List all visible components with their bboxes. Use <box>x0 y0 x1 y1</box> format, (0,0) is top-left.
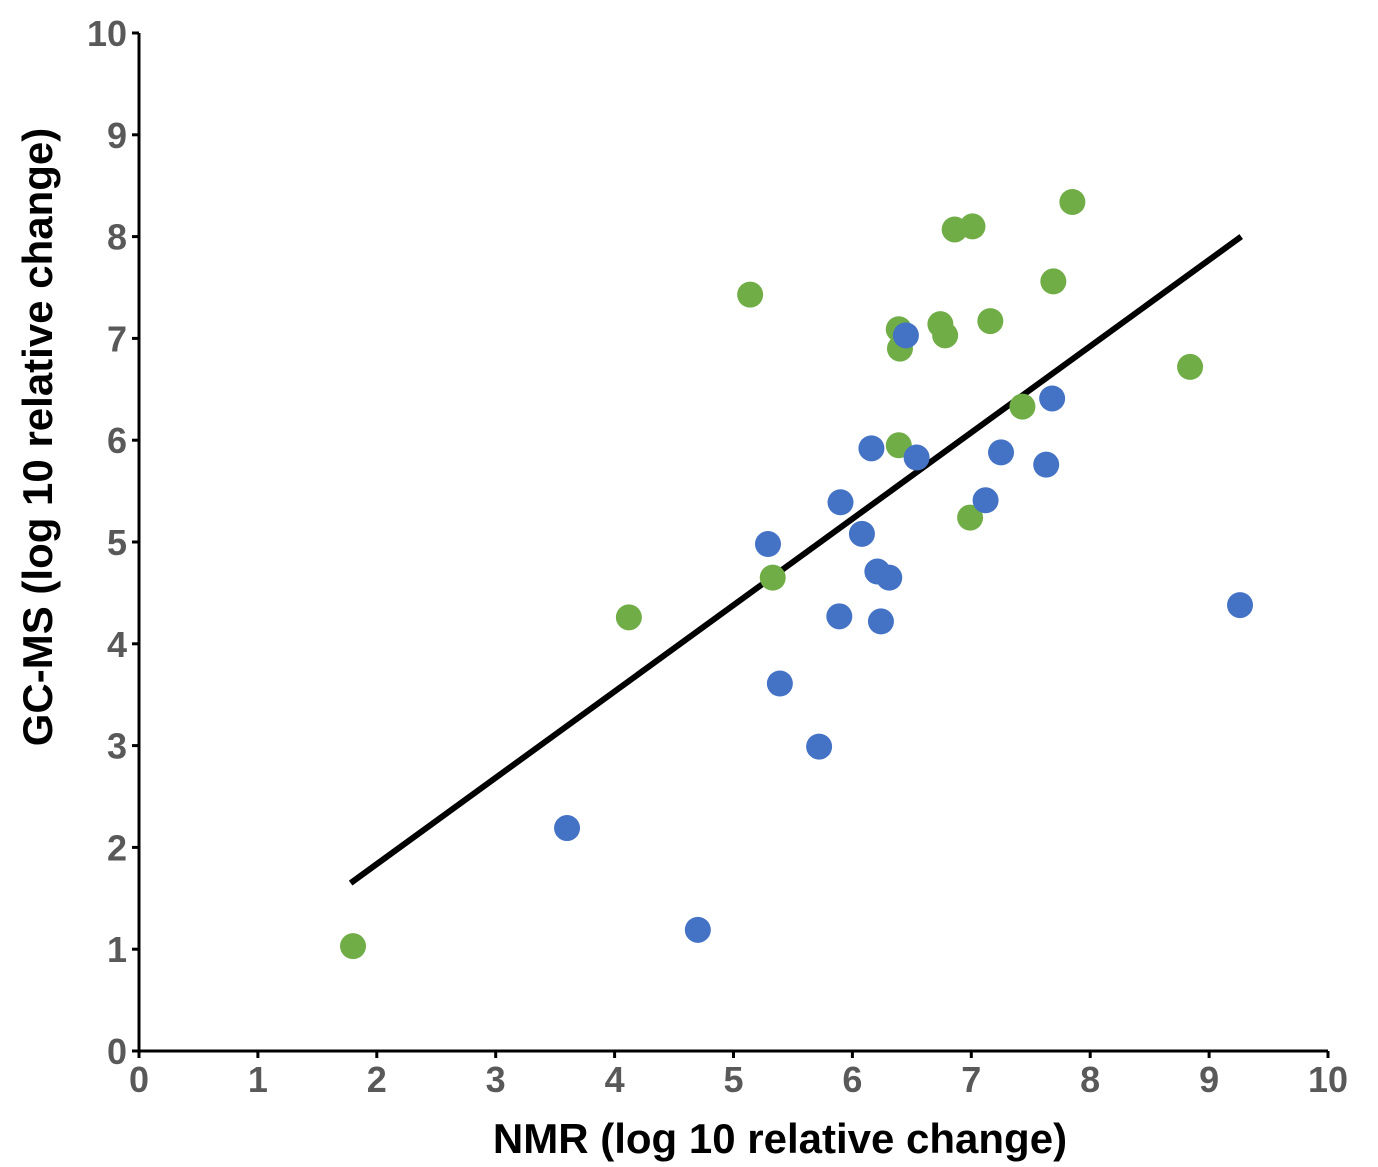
data-point <box>848 520 875 547</box>
data-point <box>903 444 930 471</box>
data-point <box>932 322 959 349</box>
x-tick-label: 0 <box>129 1059 149 1100</box>
data-point <box>867 608 894 635</box>
data-point <box>972 487 999 514</box>
y-tick-label: 0 <box>107 1031 127 1072</box>
y-tick-label: 4 <box>107 624 127 665</box>
x-tick-label: 3 <box>486 1059 506 1100</box>
data-point <box>957 504 984 531</box>
data-point <box>827 489 854 516</box>
x-axis-title: NMR (log 10 relative change) <box>493 1115 1067 1162</box>
x-tick-label: 4 <box>605 1059 625 1100</box>
x-tick-label: 6 <box>842 1059 862 1100</box>
data-point <box>977 308 1004 335</box>
data-point <box>1039 385 1066 412</box>
trendline <box>348 234 1243 886</box>
x-tick-label: 7 <box>961 1059 981 1100</box>
data-point <box>684 916 711 943</box>
data-point <box>988 439 1015 466</box>
data-point <box>759 564 786 591</box>
y-tick-label: 8 <box>107 217 127 258</box>
x-tick-label: 5 <box>723 1059 743 1100</box>
data-point <box>766 670 793 697</box>
x-tick-label: 1 <box>248 1059 268 1100</box>
data-point <box>876 564 903 591</box>
x-tick-label: 9 <box>1199 1059 1219 1100</box>
data-point <box>826 603 853 630</box>
data-point <box>1227 592 1254 619</box>
data-point <box>1059 188 1086 215</box>
x-tick-labels: 0 1 2 3 4 5 6 7 8 9 10 <box>129 1059 1348 1100</box>
data-point <box>1033 451 1060 478</box>
data-point <box>858 435 885 462</box>
x-tick-label: 2 <box>367 1059 387 1100</box>
y-tick-label: 9 <box>107 115 127 156</box>
y-tick-label: 10 <box>87 13 127 54</box>
data-point <box>1177 353 1204 380</box>
x-tick-label: 10 <box>1308 1059 1348 1100</box>
data-point <box>959 213 986 240</box>
data-point <box>1009 393 1036 420</box>
y-tick-labels: 0 1 2 3 4 5 6 7 8 9 10 <box>87 13 127 1072</box>
data-point <box>806 733 833 760</box>
data-point <box>737 281 764 308</box>
data-points <box>340 188 1254 960</box>
y-tick-label: 1 <box>107 929 127 970</box>
y-tick-label: 2 <box>107 827 127 868</box>
x-tick-label: 8 <box>1080 1059 1100 1100</box>
y-axis-title: GC-MS (log 10 relative change) <box>14 128 61 746</box>
y-tick-label: 7 <box>107 318 127 359</box>
data-point <box>892 322 919 349</box>
data-point <box>615 604 642 631</box>
y-tick-label: 6 <box>107 420 127 461</box>
data-point <box>554 815 581 842</box>
axis-ticks <box>132 31 1330 1058</box>
y-tick-label: 5 <box>107 522 127 563</box>
data-point <box>340 933 367 960</box>
data-point <box>1040 268 1067 295</box>
data-point <box>754 531 781 558</box>
y-tick-label: 3 <box>107 726 127 767</box>
